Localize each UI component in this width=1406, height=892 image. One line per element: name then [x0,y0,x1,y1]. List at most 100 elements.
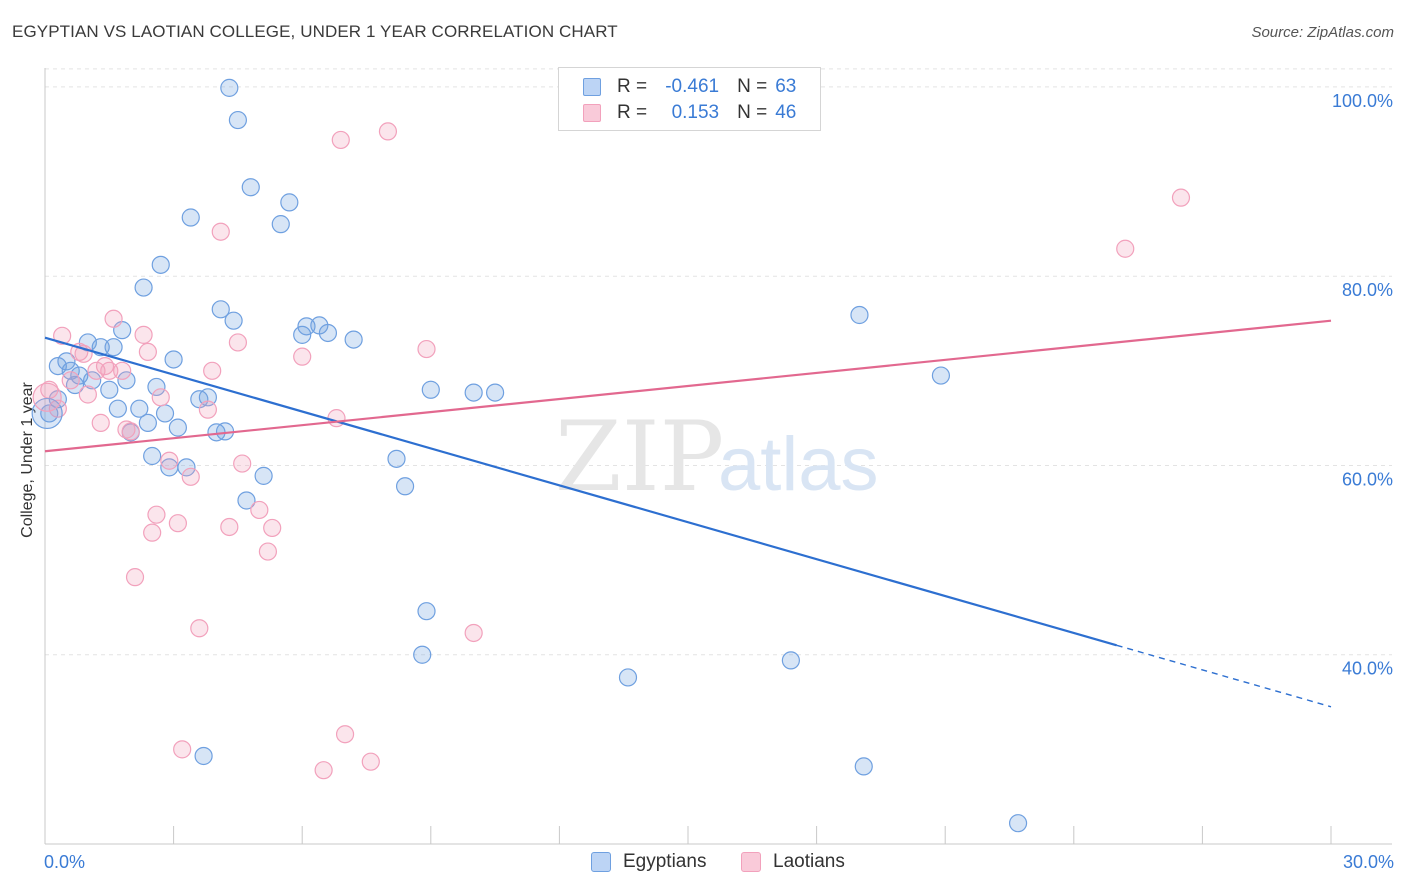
chart-title: EGYPTIAN VS LAOTIAN COLLEGE, UNDER 1 YEA… [12,22,618,41]
legend-row-egyptians: R = -0.461 N = 63 [583,75,796,99]
laotians-n-value: 46 [775,102,797,123]
egyptian-point [344,330,363,349]
laotian-point [203,361,222,380]
egyptian-point [318,323,338,343]
egyptian-point [130,399,149,418]
egyptian-point [134,278,153,297]
egyptian-point [618,668,638,687]
egyptian-point [254,466,273,485]
laotian-point [151,388,170,407]
laotians-legend-swatch [741,852,761,872]
laotian-point [78,385,97,404]
egyptian-cluster-point [31,397,63,430]
egyptian-point [237,491,256,510]
egyptians-r-value: -0.461 [665,76,720,97]
y-tick-label-100: 100.0% [1332,91,1393,111]
y-tick-label-60: 60.0% [1342,469,1393,489]
egyptians-r-label: R = [617,76,648,97]
egyptian-point [241,178,260,197]
laotian-point [143,523,162,542]
egyptian-point [104,338,123,357]
egyptian-point [61,361,80,380]
egyptian-point [486,383,505,402]
laotian-point [181,467,200,486]
laotian-point [61,371,80,390]
laotian-point [121,422,140,441]
laotian-point [173,740,192,759]
egyptian-point [224,311,243,330]
egyptian-point [293,325,312,344]
laotian-point [138,342,157,362]
egyptian-trend-extension [1116,644,1332,708]
legend-item-laotians[interactable]: Laotians [741,851,845,873]
laotian-point [258,542,278,561]
laotian-point [228,333,247,352]
laotians-n-label: N = [737,102,768,123]
laotian-point [293,347,312,366]
laotian-point [91,413,110,432]
laotian-point [1171,188,1191,207]
series-legend: Egyptians Laotians [0,851,1406,877]
laotian-point [190,619,209,638]
laotian-cluster-point [32,382,62,412]
egyptian-point [228,110,247,130]
egyptian-point [147,377,166,397]
laotian-point [361,752,380,771]
laotian-point [314,761,333,780]
laotian-point [417,339,436,359]
x-tick-min: 0.0% [44,852,86,872]
laotians-r-label: R = [617,102,648,123]
laotian-point [113,361,132,380]
egyptian-point [850,305,869,325]
correlation-legend: R = -0.461 N = 63 R = 0.153 N = 46 [558,67,821,131]
chart-source: Source: ZipAtlas.com [1251,24,1394,41]
laotian-point [335,725,355,744]
egyptian-point [57,352,76,371]
egyptian-trend-line [44,336,1117,647]
laotian-point [331,130,350,150]
egyptian-point [854,757,873,776]
laotian-point [147,505,166,524]
egyptian-point [138,413,157,432]
egyptian-point [417,602,436,621]
egyptian-point [387,449,406,468]
laotian-point [100,361,119,380]
egyptians-legend-swatch [591,852,611,872]
watermark-zip: ZIP [555,401,724,513]
y-tick-label-40: 40.0% [1342,659,1393,679]
laotian-point [160,451,179,470]
egyptian-point [143,446,162,466]
laotian-trend-line [44,319,1332,453]
egyptians-swatch [583,78,601,96]
egyptian-point [194,746,213,766]
egyptian-point [271,215,290,234]
egyptian-point [164,350,183,369]
egyptian-point [781,651,800,670]
egyptian-point [100,380,119,399]
egyptian-point [177,458,196,477]
laotian-point [168,514,187,533]
egyptian-point [220,78,239,97]
legend-item-egyptians[interactable]: Egyptians [591,851,706,873]
laotians-swatch [583,104,601,122]
egyptian-point [280,193,299,212]
legend-row-laotians: R = 0.153 N = 46 [583,101,796,125]
laotian-point [198,400,217,419]
laotian-point [220,517,239,537]
egyptian-point [83,371,102,390]
laotian-point [211,222,230,241]
x-tick-max: 30.0% [1342,852,1394,872]
egyptian-point [108,399,127,418]
laotian-point [263,518,282,538]
laotians-r-value: 0.153 [671,102,720,123]
laotian-point [233,454,252,473]
laotian-point [125,568,145,587]
egyptians-n-label: N = [737,76,768,97]
egyptian-point [198,388,217,407]
egyptian-point [464,383,483,402]
egyptians-n-value: 63 [775,76,797,97]
egyptian-point [181,208,200,227]
laotian-point [134,325,153,344]
egyptian-point [1008,814,1028,833]
egyptian-point [168,418,187,437]
